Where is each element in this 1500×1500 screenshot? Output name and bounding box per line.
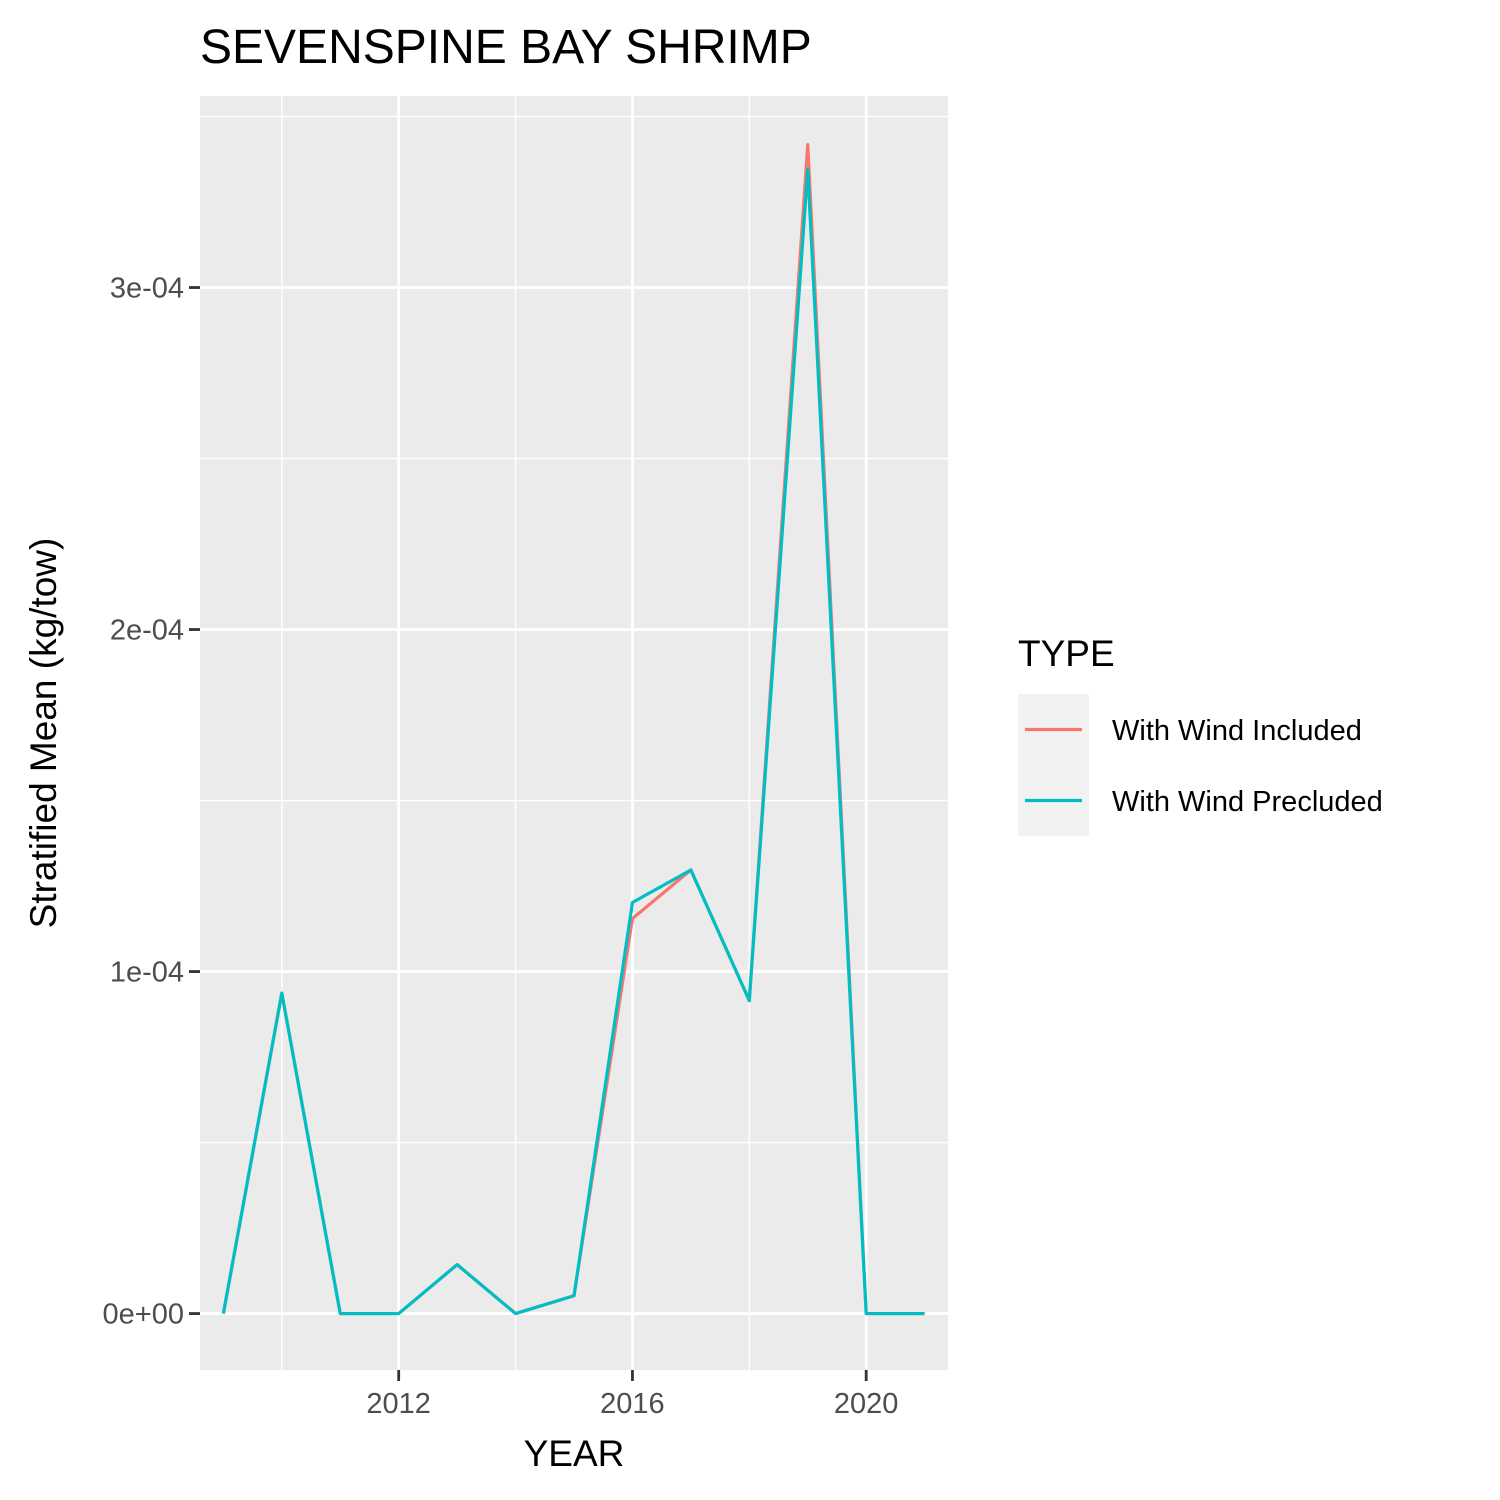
x-tick-label: 2020 — [834, 1388, 899, 1420]
y-tick-label: 3e-04 — [110, 273, 184, 305]
x-tick-label: 2016 — [600, 1388, 665, 1420]
legend-items: With Wind Included With Wind Precluded — [1018, 694, 1383, 836]
plot-panel — [200, 96, 948, 1370]
x-tick-label: 2012 — [366, 1388, 431, 1420]
y-axis: 0e+00 1e-04 2e-04 3e-04 — [103, 273, 200, 1331]
series-layer — [221, 142, 925, 1316]
y-tick-label: 2e-04 — [110, 615, 184, 647]
chart-title: SEVENSPINE BAY SHRIMP — [200, 21, 812, 74]
y-tick-label: 1e-04 — [110, 957, 184, 989]
series-line-2 — [221, 167, 925, 1316]
grid-minor — [200, 96, 948, 1370]
legend-title: TYPE — [1018, 633, 1115, 674]
grid-major — [200, 96, 948, 1370]
legend-label: With Wind Included — [1112, 715, 1362, 747]
y-axis-title: Stratified Mean (kg/tow) — [23, 538, 64, 929]
x-axis: 2012 2016 2020 — [366, 1370, 898, 1420]
x-axis-title: YEAR — [524, 1433, 625, 1474]
y-tick-label: 0e+00 — [103, 1299, 184, 1331]
legend: TYPE With Wind Included With Wind Preclud… — [1018, 633, 1383, 836]
legend-label: With Wind Precluded — [1112, 786, 1383, 818]
